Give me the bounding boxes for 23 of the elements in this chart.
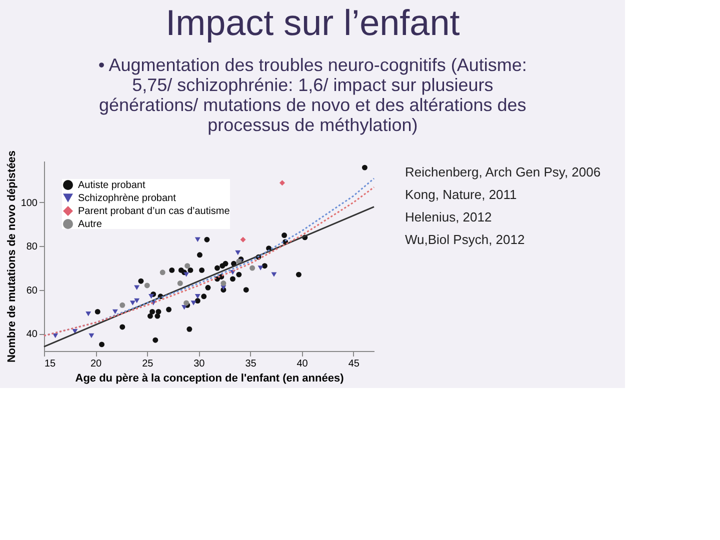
- x-tick-label: 30: [194, 358, 206, 370]
- legend-label: Autre: [78, 219, 102, 230]
- legend-label: Schizophrène probant: [78, 193, 176, 204]
- x-tick-label: 25: [142, 358, 154, 370]
- y-tick-label: 60: [26, 285, 38, 296]
- text: Kong, Nature, 2011: [405, 186, 517, 202]
- x-tick-label: 20: [90, 358, 102, 370]
- legend-label: Autiste probant: [78, 180, 146, 191]
- text: Reichenberg, Arch Gen Psy, 2006: [405, 164, 601, 180]
- y-axis-title: Nombre de mutations de novo dépistées: [6, 150, 18, 363]
- y-tick-label: 100: [20, 198, 38, 209]
- text: Wu,Biol Psych, 2012: [405, 232, 525, 247]
- chart-subtitle: • Augmentation des troubles neuro-cognitifs (Autisme: 5,75/ schizophrénie: 1,6/ impact sur plusieurs générations/ mutations de novo et des altérations des processus de méthylation): [98, 54, 527, 135]
- x-axis-title: Age du père à la conception de l'enfant (en années): [75, 372, 344, 384]
- y-tick-label: 40: [26, 329, 38, 340]
- chart-title: Impact sur l’enfant: [166, 2, 460, 43]
- x-tick-label: 35: [245, 358, 257, 370]
- legend-label: Parent probant d’un cas d’autisme: [78, 206, 230, 217]
- y-tick-label: 80: [26, 242, 38, 253]
- text: Helenius, 2012: [405, 209, 492, 224]
- x-tick-label: 45: [348, 358, 360, 370]
- x-tick-label: 40: [296, 358, 308, 370]
- x-tick-label: 15: [44, 358, 56, 370]
